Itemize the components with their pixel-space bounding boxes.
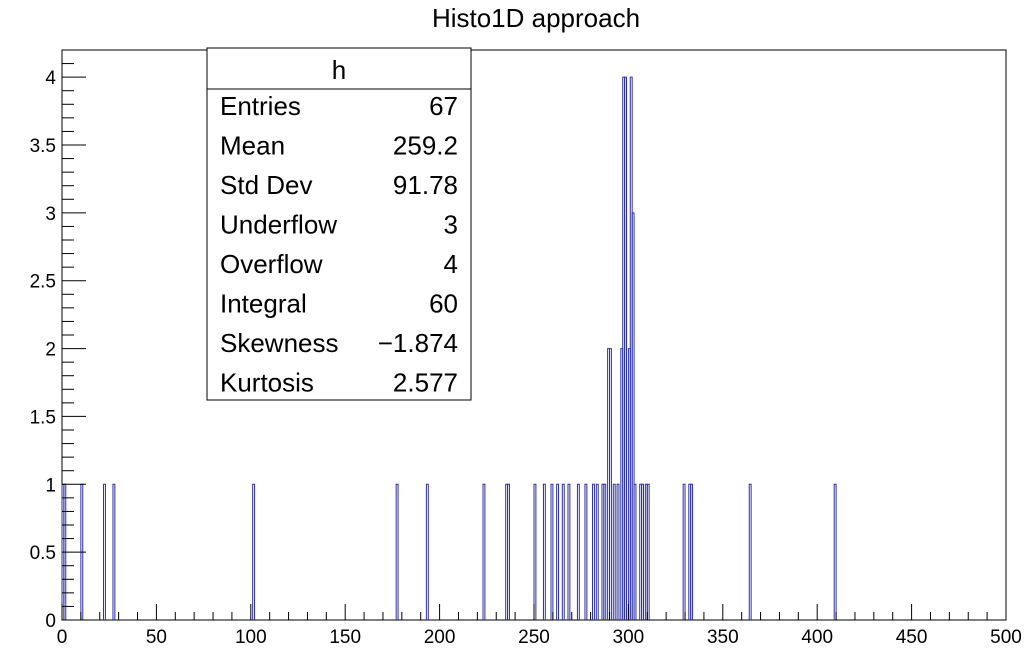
stats-box: h Entries 67 Mean 259.2 Std Dev 91.78 Underflo… (206, 47, 472, 401)
stats-box-rows: Entries 67 Mean 259.2 Std Dev 91.78 Underflow 3… (220, 91, 458, 398)
histogram-bin (550, 483, 554, 620)
stats-box-title: h (332, 55, 346, 85)
y-tick-label: 4 (45, 68, 56, 89)
histogram-bin (603, 483, 607, 620)
stats-row-value: 60 (429, 289, 458, 319)
y-tick-label: 2 (45, 340, 56, 361)
y-tick-label: 1 (45, 475, 56, 496)
stats-row-value: 259.2 (393, 131, 458, 161)
stats-row-label: Std Dev (220, 170, 313, 200)
histogram-bin (425, 483, 429, 620)
histogram-bin (533, 483, 537, 620)
histogram-bin (567, 483, 571, 620)
histogram-bin (595, 483, 599, 620)
histogram-bin (609, 348, 612, 620)
y-tick-label: 0 (45, 611, 56, 632)
x-tick-label: 150 (329, 627, 361, 648)
histogram-bin (612, 483, 616, 620)
x-tick-label: 100 (235, 627, 267, 648)
histogram-bin (690, 483, 694, 620)
histogram-bin (252, 483, 256, 620)
histogram-bin (103, 483, 106, 620)
histogram-bin (633, 483, 637, 620)
chart-title: Histo1D approach (432, 3, 640, 33)
histogram-bin (576, 483, 580, 620)
x-tick-label: 0 (57, 627, 68, 648)
stats-row-label: Skewness (220, 328, 339, 358)
y-axis: 0 0.5 1 1.5 2 2.5 3 3.5 4 (30, 49, 86, 632)
x-tick-label: 50 (146, 627, 167, 648)
y-tick-label: 1.5 (30, 407, 56, 428)
x-tick-label: 250 (518, 627, 550, 648)
histogram-bin (646, 483, 650, 620)
x-tick-label: 200 (424, 627, 456, 648)
histogram-bin (584, 483, 588, 620)
x-tick-label: 350 (707, 627, 739, 648)
y-tick-label: 2.5 (30, 272, 56, 293)
x-tick-label: 400 (801, 627, 833, 648)
x-tick-label: 500 (990, 627, 1022, 648)
histogram-bin (682, 483, 686, 620)
histogram-bin (556, 483, 560, 620)
stats-row-value: 3 (444, 210, 458, 240)
stats-row-value: −1.874 (378, 328, 458, 358)
y-tick-label: 3 (45, 204, 56, 225)
histogram-bin (542, 483, 546, 620)
stats-row-label: Integral (220, 289, 307, 319)
histogram-bin (592, 483, 595, 620)
stats-row-label: Entries (220, 91, 301, 121)
histogram-bin (507, 483, 510, 620)
stats-row-value: 2.577 (393, 368, 458, 398)
x-axis: 0 50 100 150 200 250 300 350 400 450 500 (57, 604, 1022, 648)
histogram-bin (624, 76, 628, 620)
y-tick-label: 0.5 (30, 543, 56, 564)
histogram-bin (748, 483, 752, 620)
histogram-bin (482, 483, 486, 620)
histogram-bin (112, 483, 116, 620)
histogram-bin (641, 483, 645, 620)
stats-row-label: Overflow (220, 249, 323, 279)
x-tick-label: 300 (613, 627, 645, 648)
histogram-bin (833, 483, 837, 620)
x-tick-label: 450 (896, 627, 928, 648)
stats-row-value: 67 (429, 91, 458, 121)
histogram-series (61, 76, 837, 620)
y-tick-label: 3.5 (30, 136, 56, 157)
histogram-bin (395, 483, 399, 620)
stats-box-frame (206, 47, 472, 401)
stats-row-value: 4 (444, 249, 458, 279)
stats-row-label: Mean (220, 131, 285, 161)
histogram-bin (616, 483, 620, 620)
histogram-bin (561, 483, 565, 620)
stats-row-value: 91.78 (393, 170, 458, 200)
stats-row-label: Kurtosis (220, 368, 314, 398)
histogram-bin (631, 212, 635, 620)
stats-row-label: Underflow (220, 210, 337, 240)
